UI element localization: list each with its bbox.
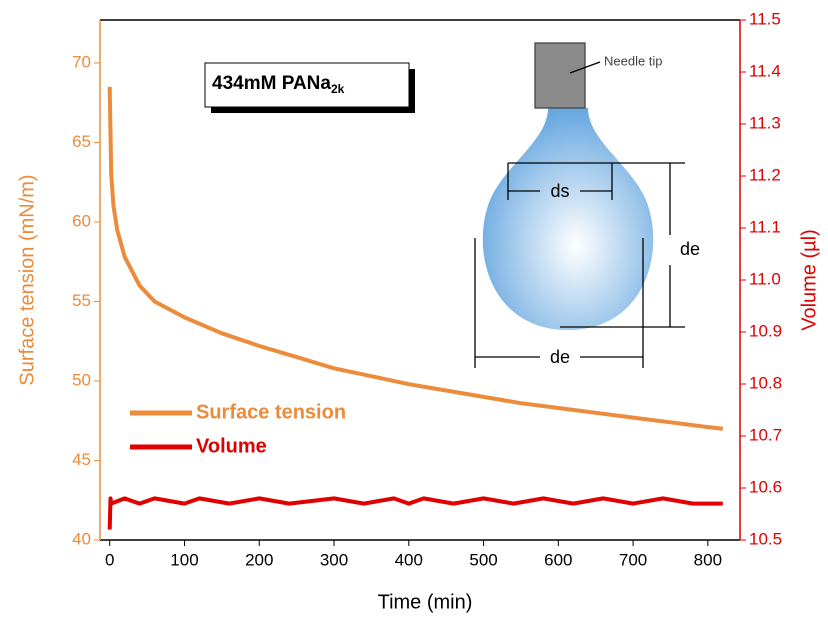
y-tick-label: 70 <box>72 52 91 71</box>
annotation-box <box>204 62 410 108</box>
series-line <box>107 496 723 530</box>
series-line <box>107 86 724 431</box>
y-tick-label: 55 <box>72 291 91 310</box>
y2-tick-label: 10.9 <box>749 321 782 340</box>
annotation: 434mM PANa2k <box>212 73 345 96</box>
legend-label: Volume <box>196 435 267 457</box>
inset-label: de <box>680 239 700 259</box>
y2-tick-label: 11.2 <box>749 165 781 184</box>
y2-tick-label: 10.6 <box>749 477 782 496</box>
y2-tick-label: 10.5 <box>749 529 782 548</box>
y-tick-label: 60 <box>72 211 91 230</box>
y2-tick-label: 11.3 <box>749 113 781 132</box>
x-tick-label: 400 <box>395 550 423 569</box>
inset-label: ds <box>550 181 569 201</box>
y-tick-label: 65 <box>72 132 91 151</box>
y2-axis-label: Volume (µl) <box>798 229 820 331</box>
y-tick-label: 50 <box>72 370 91 389</box>
annotation-text: 434mM PANa <box>212 73 331 94</box>
x-tick-label: 100 <box>170 550 198 569</box>
y-tick-label: 45 <box>72 450 91 469</box>
x-axis-label: Time (min) <box>378 591 473 613</box>
y2-tick-label: 11.1 <box>749 217 781 236</box>
x-tick-label: 600 <box>544 550 572 569</box>
y-tick-label: 40 <box>72 529 91 548</box>
annotation-subscript: 2k <box>331 82 345 96</box>
x-tick-label: 800 <box>694 550 722 569</box>
x-tick-label: 200 <box>245 550 273 569</box>
y2-tick-label: 10.7 <box>749 425 782 444</box>
legend-label: Surface tension <box>196 401 346 423</box>
y2-tick-label: 11.0 <box>749 269 781 288</box>
x-tick-label: 0 <box>105 550 114 569</box>
y-axis-label: Surface tension (mN/m) <box>16 174 38 385</box>
inset-diagram <box>474 42 685 368</box>
y2-tick-label: 11.5 <box>749 9 781 28</box>
x-tick-label: 500 <box>469 550 497 569</box>
x-tick-label: 300 <box>320 550 348 569</box>
x-tick-label: 700 <box>619 550 647 569</box>
inset-label: Needle tip <box>604 53 663 68</box>
y2-tick-label: 11.4 <box>749 61 781 80</box>
y2-tick-label: 10.8 <box>749 373 782 392</box>
inset-label: de <box>550 347 570 367</box>
